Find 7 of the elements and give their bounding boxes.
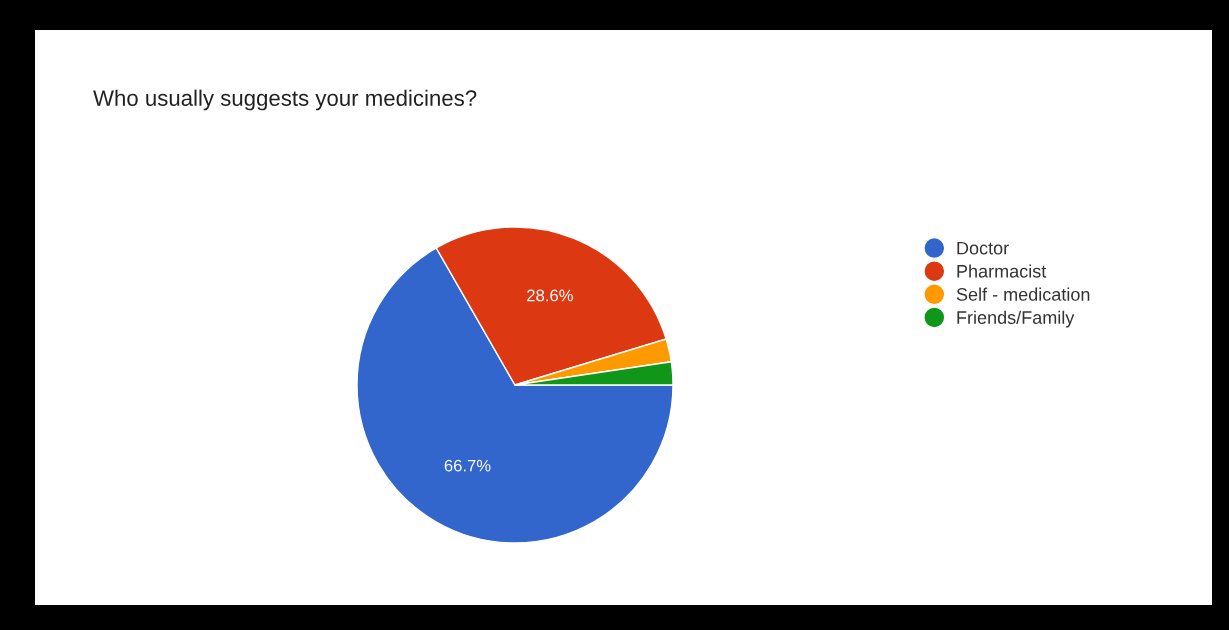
- legend-label: Self - medication: [956, 287, 1090, 301]
- legend-label: Friends/Family: [957, 310, 1075, 328]
- legend-label: Pharmacist: [957, 264, 1047, 278]
- data-label: 28.6%: [527, 289, 573, 302]
- legend-label: Doctor: [957, 241, 1009, 255]
- data-label: 66.7%: [444, 459, 491, 472]
- chart-title: Who usually suggests your medicines?: [93, 89, 477, 111]
